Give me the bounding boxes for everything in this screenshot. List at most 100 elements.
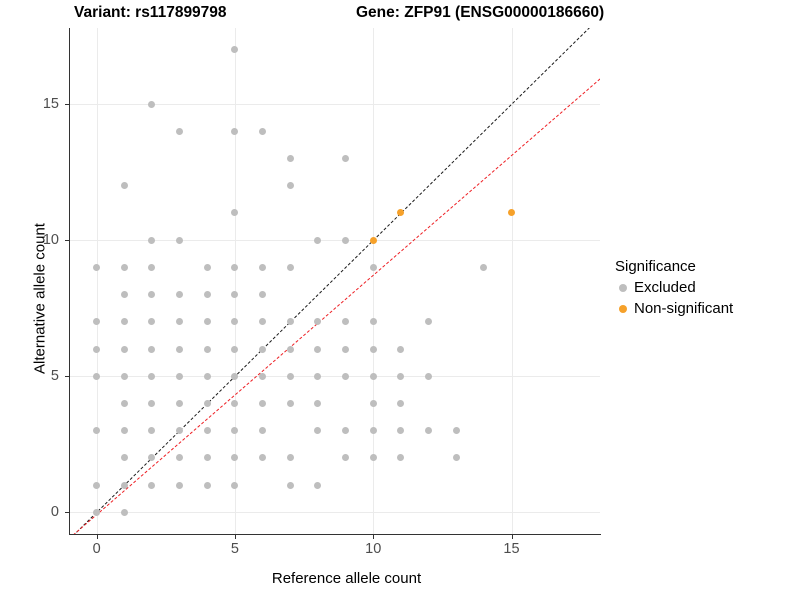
data-point bbox=[148, 372, 156, 380]
x-axis-tick-label: 15 bbox=[503, 541, 520, 557]
data-point bbox=[231, 291, 239, 299]
gridline-vertical bbox=[234, 28, 236, 534]
y-axis-tick-label: 10 bbox=[42, 232, 59, 249]
data-point bbox=[286, 481, 294, 489]
data-point bbox=[369, 236, 377, 244]
legend-item[interactable]: Excluded bbox=[615, 277, 795, 298]
data-point bbox=[342, 345, 350, 353]
data-point bbox=[203, 454, 211, 462]
y-axis-tick bbox=[65, 512, 69, 514]
data-point bbox=[369, 318, 377, 326]
y-axis-tick bbox=[65, 240, 69, 242]
data-point bbox=[259, 345, 267, 353]
x-axis-tick-label: 10 bbox=[365, 541, 382, 557]
data-point bbox=[176, 372, 184, 380]
data-point bbox=[203, 263, 211, 271]
data-point bbox=[176, 291, 184, 299]
data-point bbox=[120, 508, 128, 516]
data-point bbox=[314, 399, 322, 407]
data-point bbox=[120, 481, 128, 489]
data-point bbox=[314, 236, 322, 244]
legend: Significance Excluded Non-significant bbox=[615, 258, 795, 319]
data-point bbox=[231, 263, 239, 271]
data-point bbox=[342, 372, 350, 380]
y-axis-tick-label: 0 bbox=[50, 504, 59, 521]
data-point bbox=[286, 454, 294, 462]
data-point bbox=[231, 209, 239, 217]
gene-title: Gene: ZFP91 (ENSG00000186660) bbox=[356, 4, 605, 21]
data-point bbox=[120, 454, 128, 462]
data-point bbox=[259, 263, 267, 271]
data-point bbox=[176, 481, 184, 489]
y-axis-tick-label: 5 bbox=[50, 368, 59, 385]
data-point bbox=[148, 100, 156, 108]
x-axis-line bbox=[69, 534, 601, 535]
data-point bbox=[148, 454, 156, 462]
data-point bbox=[120, 372, 128, 380]
x-axis-title: Reference allele count bbox=[271, 570, 422, 587]
data-point bbox=[120, 291, 128, 299]
data-point bbox=[148, 263, 156, 271]
legend-item-label: Non-significant bbox=[634, 300, 734, 317]
data-point bbox=[397, 427, 405, 435]
gridline-vertical bbox=[511, 28, 513, 534]
x-axis-tick bbox=[511, 535, 513, 539]
legend-dot bbox=[619, 304, 627, 313]
data-point bbox=[231, 372, 239, 380]
data-point bbox=[93, 481, 101, 489]
x-axis-tick bbox=[234, 535, 236, 539]
y-axis-tick bbox=[65, 104, 69, 106]
data-point bbox=[148, 481, 156, 489]
data-point bbox=[259, 454, 267, 462]
legend-item-label: Excluded bbox=[634, 279, 696, 296]
data-point bbox=[369, 372, 377, 380]
data-point bbox=[231, 454, 239, 462]
data-point bbox=[176, 236, 184, 244]
data-point bbox=[120, 345, 128, 353]
data-point bbox=[397, 209, 405, 217]
data-point bbox=[93, 427, 101, 435]
data-point bbox=[176, 345, 184, 353]
data-point bbox=[176, 454, 184, 462]
data-point bbox=[203, 481, 211, 489]
data-point bbox=[93, 372, 101, 380]
data-point bbox=[314, 427, 322, 435]
data-point bbox=[259, 372, 267, 380]
data-point bbox=[259, 399, 267, 407]
data-point bbox=[231, 46, 239, 54]
legend-dot bbox=[619, 283, 627, 292]
data-point bbox=[342, 427, 350, 435]
data-point bbox=[203, 345, 211, 353]
data-point bbox=[425, 427, 433, 435]
excluded-dot bbox=[615, 283, 631, 292]
data-point bbox=[203, 318, 211, 326]
data-point bbox=[93, 318, 101, 326]
y-axis-line bbox=[69, 28, 70, 535]
plot-panel bbox=[69, 28, 600, 534]
y-axis-title: Alternative allele count bbox=[31, 223, 49, 374]
data-point bbox=[148, 427, 156, 435]
data-point bbox=[93, 508, 101, 516]
gridline-vertical bbox=[373, 28, 375, 534]
x-axis-tick-label: 0 bbox=[92, 541, 101, 557]
data-point bbox=[342, 454, 350, 462]
data-point bbox=[425, 318, 433, 326]
data-point bbox=[452, 427, 460, 435]
data-point bbox=[286, 399, 294, 407]
data-point bbox=[203, 291, 211, 299]
data-point bbox=[314, 372, 322, 380]
data-point bbox=[314, 345, 322, 353]
data-point bbox=[259, 427, 267, 435]
legend-item[interactable]: Non-significant bbox=[615, 298, 795, 319]
x-axis-tick bbox=[373, 535, 375, 539]
data-point bbox=[231, 345, 239, 353]
x-axis-tick-label: 5 bbox=[230, 541, 239, 557]
gridline-horizontal bbox=[69, 376, 600, 378]
data-point bbox=[286, 372, 294, 380]
y-axis-tick bbox=[65, 376, 69, 378]
data-point bbox=[120, 182, 128, 190]
data-point bbox=[231, 127, 239, 135]
data-point bbox=[231, 427, 239, 435]
gridline-vertical bbox=[96, 28, 98, 534]
